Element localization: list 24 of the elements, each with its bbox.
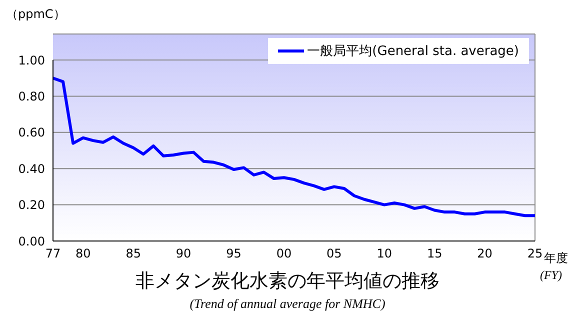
y-axis-title: （ppmC） <box>6 6 66 23</box>
text: 非メタン炭化水素の年平均値の推移 <box>136 270 440 292</box>
y-tick-label: 0.80 <box>18 89 45 104</box>
x-tick-label: 10 <box>376 246 392 261</box>
y-tick-label: 0.20 <box>18 198 45 212</box>
x-tick-label: 15 <box>426 246 442 261</box>
y-tick-label: 0.60 <box>18 126 45 140</box>
text: (FY) <box>540 268 562 283</box>
text: (Trend of annual average for NMHC) <box>188 296 386 312</box>
x-tick-label: 25 <box>527 246 543 261</box>
y-tick-label: 0.00 <box>18 234 45 248</box>
line-series <box>52 76 536 218</box>
legend-label: 一般局平均(General sta. average) <box>307 43 519 60</box>
x-axis-title: 年度 <box>544 250 568 267</box>
x-tick-label: 00 <box>276 246 292 261</box>
x-tick-label: 85 <box>126 246 141 261</box>
y-tick-label: 0.40 <box>18 162 45 176</box>
x-tick-label: 77 <box>45 246 61 261</box>
x-tick-label: 20 <box>477 246 492 261</box>
x-tick-label: 90 <box>176 246 192 261</box>
x-tick-label: 80 <box>75 246 91 261</box>
x-tick-label: 95 <box>226 246 242 261</box>
x-tick-label: 05 <box>326 246 342 261</box>
y-tick-label: 1.00 <box>18 53 45 68</box>
